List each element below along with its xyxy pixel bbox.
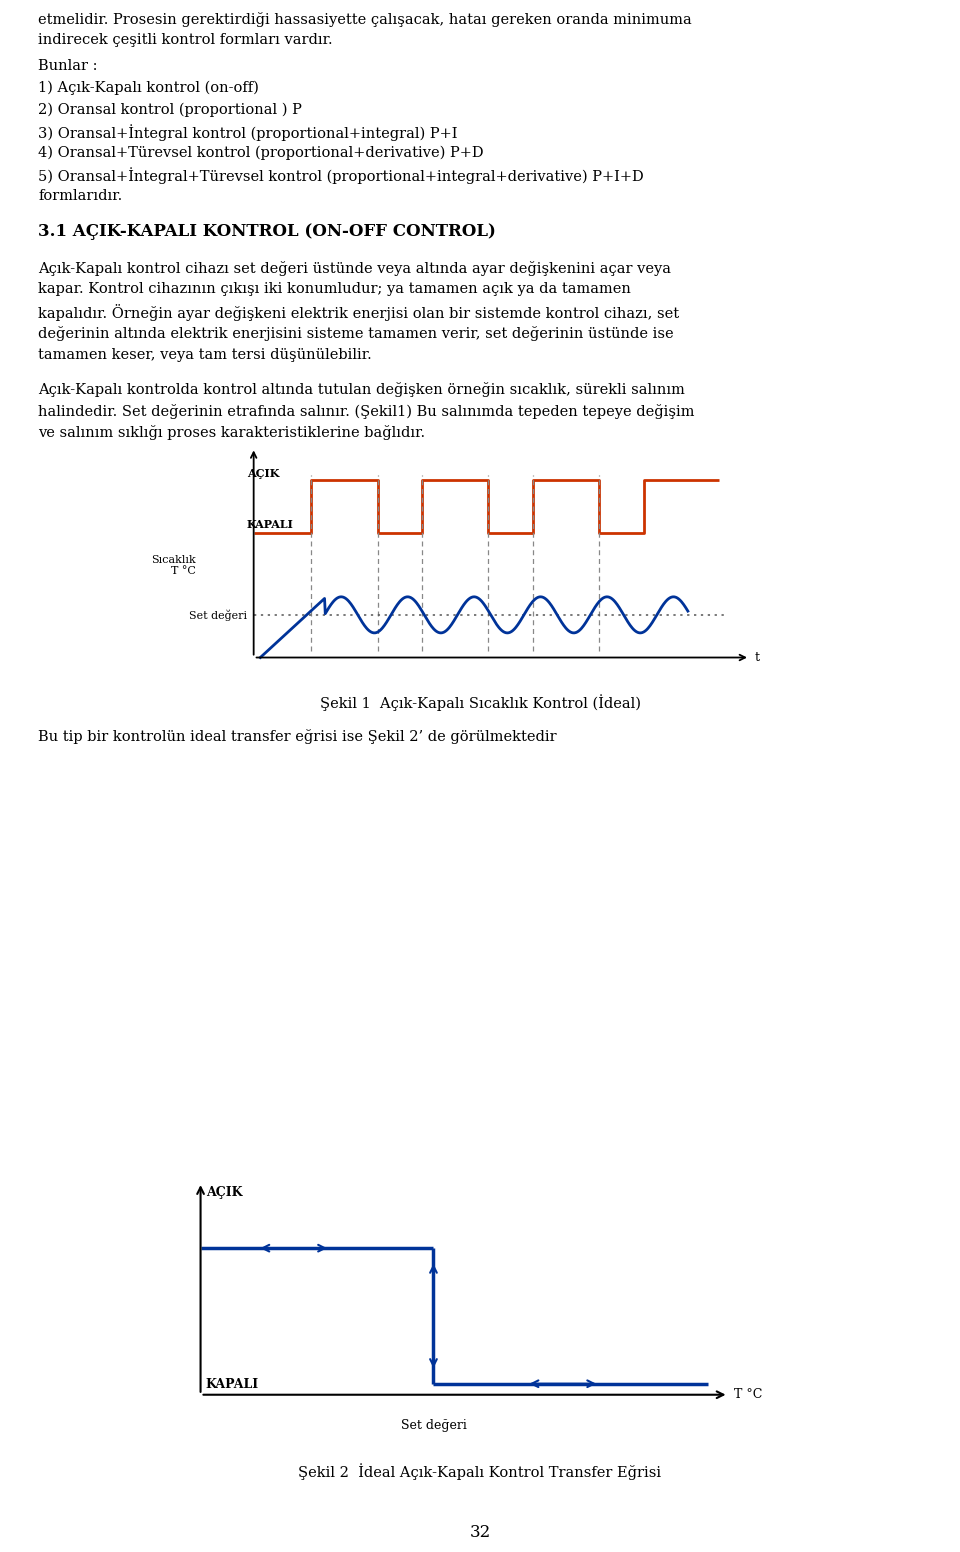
Text: Set değeri: Set değeri (189, 608, 247, 621)
Text: değerinin altında elektrik enerjisini sisteme tamamen verir, set değerinin üstün: değerinin altında elektrik enerjisini si… (38, 326, 674, 341)
Text: KAPALI: KAPALI (247, 518, 294, 531)
Text: 3) Oransal+İntegral kontrol (proportional+integral) P+I: 3) Oransal+İntegral kontrol (proportiona… (38, 124, 458, 141)
Text: ve salınım sıklığı proses karakteristiklerine bağlıdır.: ve salınım sıklığı proses karakteristikl… (38, 425, 425, 441)
Text: halindedir. Set değerinin etrafında salınır. (Şekil1) Bu salınımda tepeden tepey: halindedir. Set değerinin etrafında salı… (38, 404, 695, 419)
Text: 2) Oransal kontrol (proportional ) P: 2) Oransal kontrol (proportional ) P (38, 102, 302, 116)
Text: t: t (755, 650, 759, 664)
Text: indirecek çeşitli kontrol formları vardır.: indirecek çeşitli kontrol formları vardı… (38, 33, 333, 47)
Text: kapalıdır. Örneğin ayar değişkeni elektrik enerjisi olan bir sistemde kontrol ci: kapalıdır. Örneğin ayar değişkeni elektr… (38, 304, 680, 321)
Text: AÇIK: AÇIK (247, 469, 279, 480)
Text: 5) Oransal+İntegral+Türevsel kontrol (proportional+integral+derivative) P+I+D: 5) Oransal+İntegral+Türevsel kontrol (pr… (38, 168, 644, 185)
Text: T °C: T °C (733, 1387, 762, 1401)
Text: Açık-Kapalı kontrolda kontrol altında tutulan değişken örneğin sıcaklık, sürekli: Açık-Kapalı kontrolda kontrol altında tu… (38, 382, 685, 397)
Text: etmelidir. Prosesin gerektirdiği hassasiyette çalışacak, hataı gereken oranda mi: etmelidir. Prosesin gerektirdiği hassasi… (38, 12, 692, 28)
Text: 4) Oransal+Türevsel kontrol (proportional+derivative) P+D: 4) Oransal+Türevsel kontrol (proportiona… (38, 146, 484, 160)
Text: Bu tip bir kontrolün ideal transfer eğrisi ise Şekil 2’ de görülmektedir: Bu tip bir kontrolün ideal transfer eğri… (38, 729, 557, 745)
Text: 32: 32 (469, 1524, 491, 1541)
Text: Açık-Kapalı kontrol cihazı set değeri üstünde veya altında ayar değişkenini açar: Açık-Kapalı kontrol cihazı set değeri üs… (38, 261, 671, 276)
Text: AÇIK: AÇIK (205, 1186, 242, 1198)
Text: Set değeri: Set değeri (400, 1419, 467, 1431)
Text: KAPALI: KAPALI (205, 1378, 259, 1391)
Text: Sıcaklık
T °C: Sıcaklık T °C (152, 554, 196, 576)
Text: 3.1 AÇIK-KAPALI KONTROL (ON-OFF CONTROL): 3.1 AÇIK-KAPALI KONTROL (ON-OFF CONTROL) (38, 223, 496, 241)
Text: Şekil 1  Açık-Kapalı Sıcaklık Kontrol (İdeal): Şekil 1 Açık-Kapalı Sıcaklık Kontrol (İd… (320, 694, 640, 711)
Text: kapar. Kontrol cihazının çıkışı iki konumludur; ya tamamen açık ya da tamamen: kapar. Kontrol cihazının çıkışı iki konu… (38, 282, 632, 296)
Text: Şekil 2  İdeal Açık-Kapalı Kontrol Transfer Eğrisi: Şekil 2 İdeal Açık-Kapalı Kontrol Transf… (299, 1464, 661, 1481)
Text: 1) Açık-Kapalı kontrol (on-off): 1) Açık-Kapalı kontrol (on-off) (38, 81, 259, 95)
Text: formlarıdır.: formlarıdır. (38, 189, 123, 203)
Text: tamamen keser, veya tam tersi düşünülebilir.: tamamen keser, veya tam tersi düşünülebi… (38, 348, 372, 362)
Text: Bunlar :: Bunlar : (38, 59, 98, 73)
